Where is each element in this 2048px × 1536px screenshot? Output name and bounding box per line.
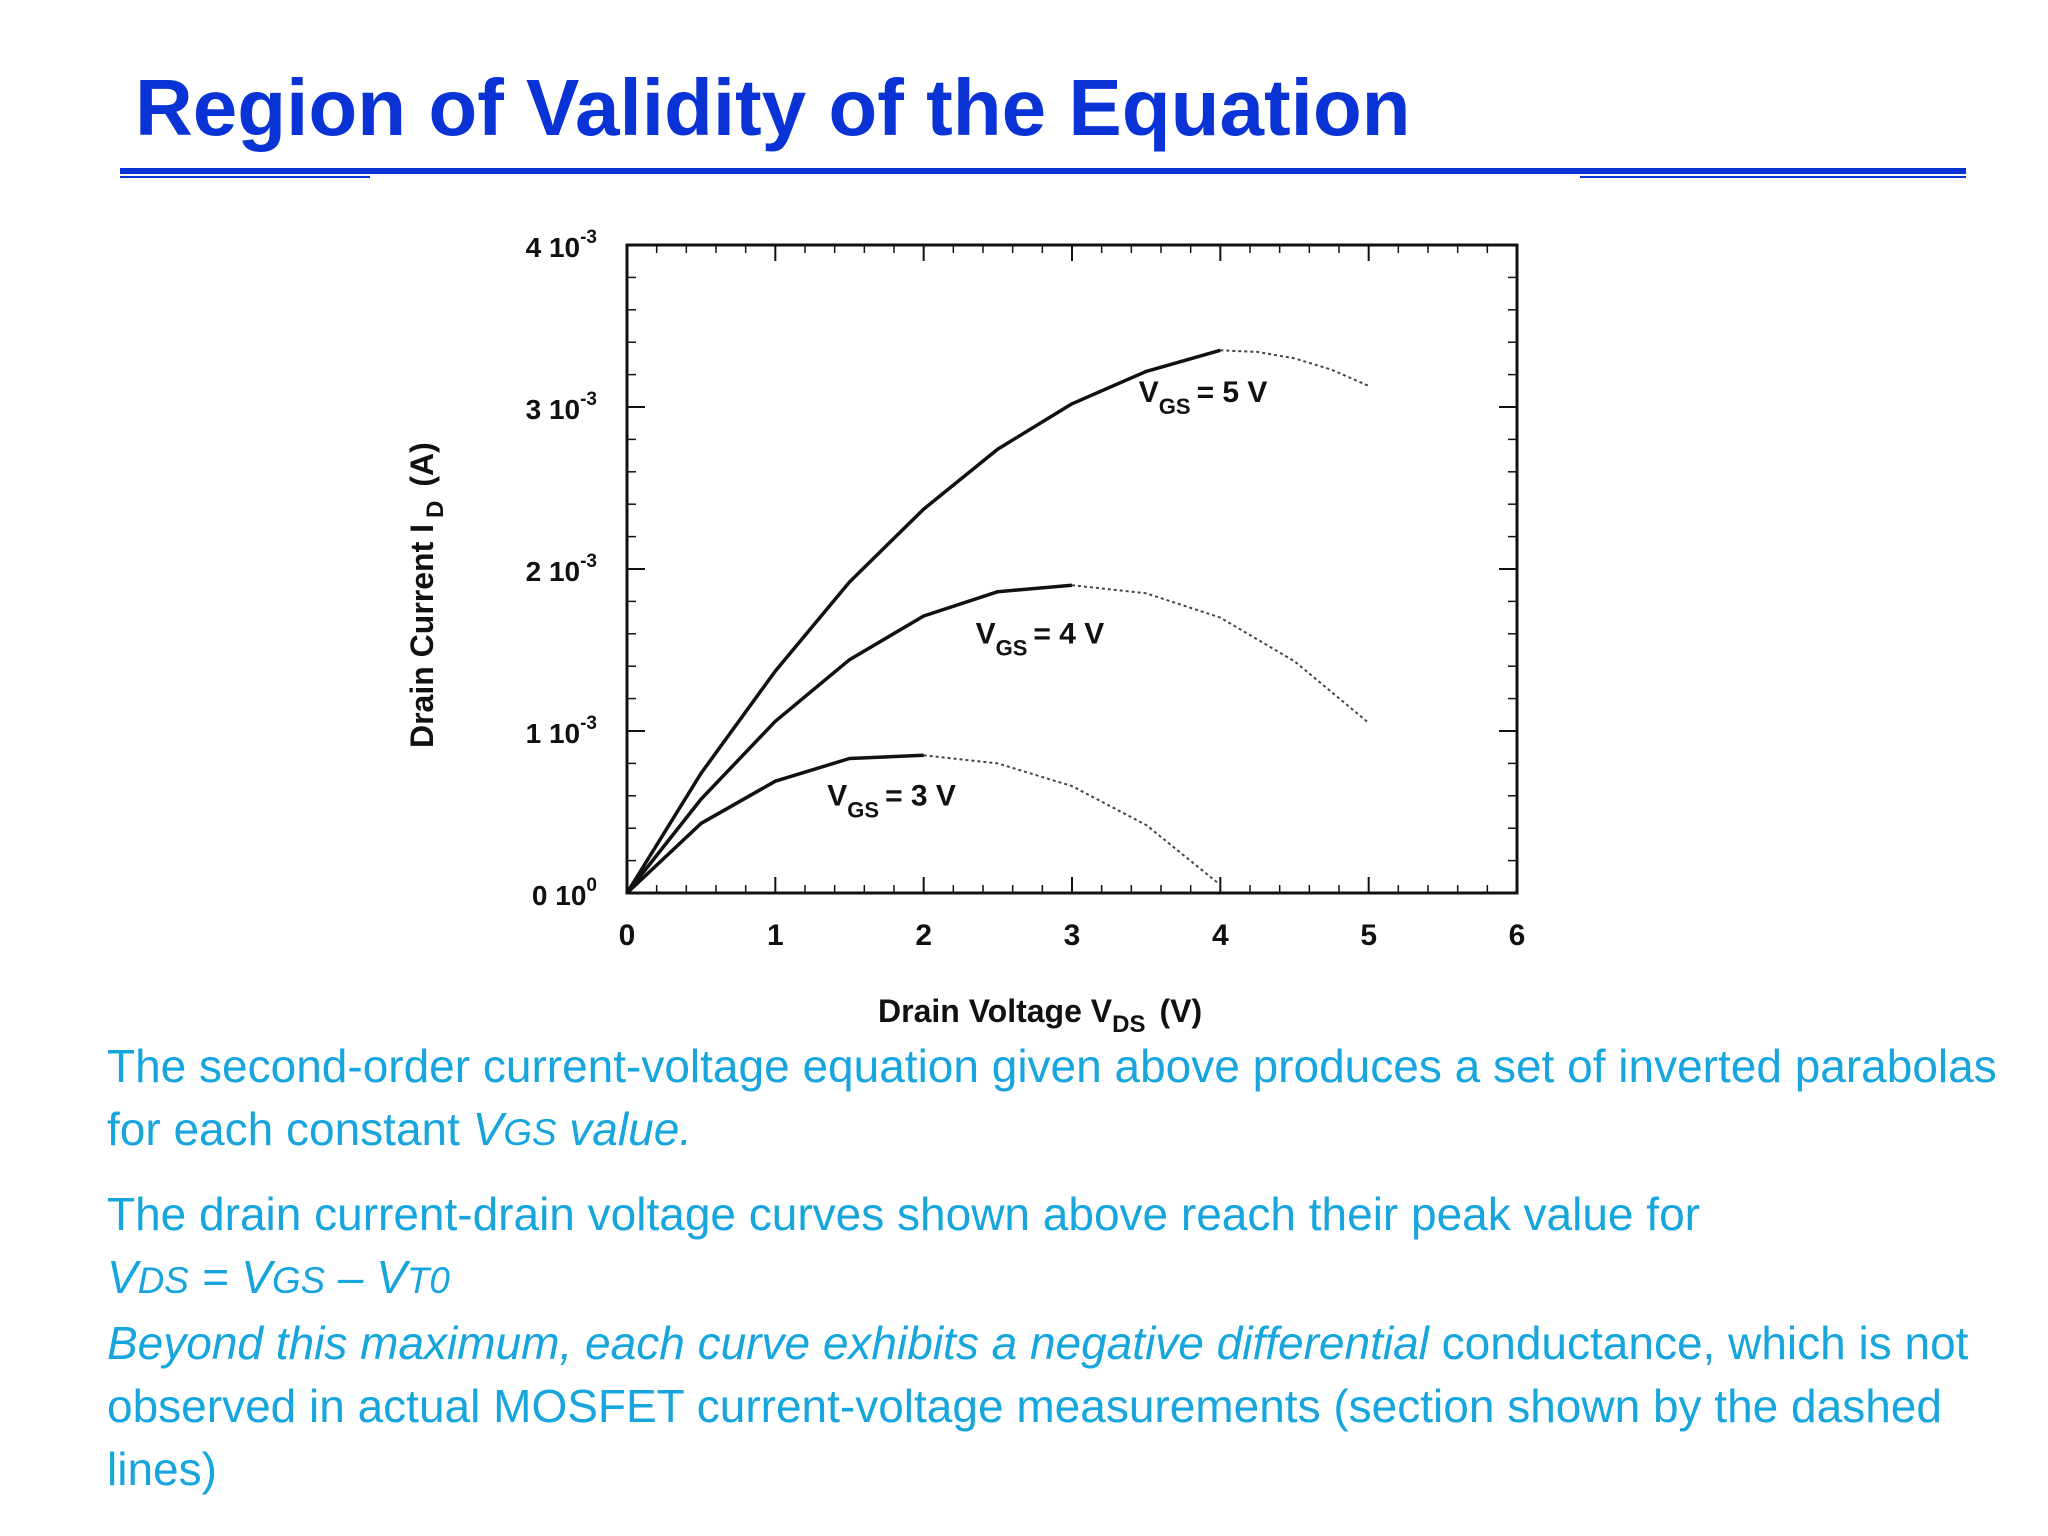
x-axis-title-main: Drain Voltage V xyxy=(878,993,1113,1029)
y-axis-title-sub: D xyxy=(422,501,449,518)
plot-frame xyxy=(625,243,1519,895)
curve-dashed-2 xyxy=(923,754,1221,886)
paragraph-2: The drain current-drain voltage curves s… xyxy=(107,1183,2007,1501)
title-underline-right-accent xyxy=(1580,176,1966,178)
paragraph-1-tail: value. xyxy=(556,1103,693,1155)
slide-title: Region of Validity of the Equation xyxy=(135,63,1411,152)
y-axis-title-main: Drain Current I xyxy=(404,524,440,748)
drain-current-chart: 0 1 2 3 4 5 6 0 100 1 10-3 2 10-3 3 10-3 4 10-3 VG… xyxy=(404,227,1526,1038)
x-axis-title-unit: (V) xyxy=(1159,993,1202,1029)
series-label-1: VGS = 4 V xyxy=(976,618,1105,661)
curve-solid-2 xyxy=(625,753,924,895)
y-tick-label: 2 10-3 xyxy=(526,551,597,587)
curve-dashed-0 xyxy=(1220,349,1370,387)
title-underline xyxy=(120,168,1966,174)
x-tick-label: 6 xyxy=(1509,919,1526,952)
x-tick-labels: 0 1 2 3 4 5 6 xyxy=(619,919,1526,952)
axis-ticks xyxy=(626,244,1518,894)
x-tick-label: 4 xyxy=(1212,919,1229,952)
curves xyxy=(625,348,1370,895)
vgs-symbol: VGS value. xyxy=(472,1103,693,1155)
series-label-0: VGS = 5 V xyxy=(1139,376,1268,419)
x-tick-label: 1 xyxy=(767,919,784,952)
series-labels: VGS = 5 V VGS = 4 V VGS = 3 V xyxy=(827,376,1267,822)
paragraph-1: The second-order current-voltage equatio… xyxy=(107,1035,2007,1164)
curve-solid-0 xyxy=(625,348,1221,894)
y-tick-label: 3 10-3 xyxy=(526,389,597,425)
paragraph-1-text: The second-order current-voltage equatio… xyxy=(107,1040,1997,1155)
paragraph-2-italic-lead: Beyond this maximum, each curve exhibits… xyxy=(107,1317,1429,1369)
curve-solid-1 xyxy=(625,583,1073,895)
series-label-2: VGS = 3 V xyxy=(827,780,956,823)
y-tick-label: 4 10-3 xyxy=(526,227,597,263)
y-axis-title: Drain Current I D (A) xyxy=(404,442,449,748)
y-tick-labels: 0 100 1 10-3 2 10-3 3 10-3 4 10-3 xyxy=(526,227,597,911)
x-tick-label: 0 xyxy=(619,919,636,952)
x-axis-title-sub: DS xyxy=(1112,1011,1145,1038)
y-tick-label: 0 100 xyxy=(532,875,597,911)
curve-dashed-1 xyxy=(1071,584,1370,724)
peak-condition-equation: VDS = VGS – VT0 xyxy=(107,1251,450,1303)
x-tick-label: 5 xyxy=(1360,919,1377,952)
x-tick-label: 2 xyxy=(915,919,932,952)
title-underline-left-accent xyxy=(120,176,370,178)
x-tick-label: 3 xyxy=(1064,919,1081,952)
x-axis-title: Drain Voltage VDS (V) xyxy=(878,993,1202,1038)
paragraph-2-line-1: The drain current-drain voltage curves s… xyxy=(107,1188,1700,1240)
y-tick-label: 1 10-3 xyxy=(526,713,597,749)
paragraph-2-rest: conductance, which is not observed in ac… xyxy=(107,1317,1969,1495)
y-axis-title-unit: (A) xyxy=(404,442,440,486)
slide-body: The second-order current-voltage equatio… xyxy=(107,1035,2007,1501)
